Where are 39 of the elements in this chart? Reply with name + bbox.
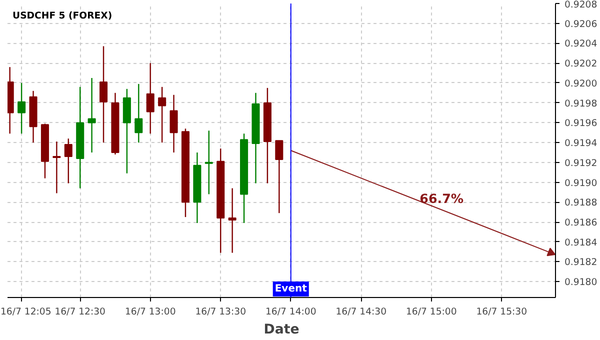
candlestick xyxy=(134,83,143,144)
text: USDCHF 5 (FOREX) xyxy=(12,10,112,22)
y-tick-label: 0.9200 xyxy=(564,78,598,90)
candlestick xyxy=(64,138,72,184)
y-tick-label: 0.9196 xyxy=(564,118,598,130)
candlestick xyxy=(228,188,236,254)
candlestick xyxy=(146,62,154,134)
candlestick xyxy=(52,140,61,194)
y-tick-label: 0.9206 xyxy=(564,18,598,30)
y-tick-label: 0.9192 xyxy=(564,158,598,169)
x-tick-label: 16/7 13:30 xyxy=(195,306,246,318)
x-tick-label: 16/7 13:00 xyxy=(124,306,176,318)
y-tick-label: 0.9182 xyxy=(564,257,598,268)
candlestick xyxy=(275,140,284,214)
y-tick-label: 0.9180 xyxy=(564,277,598,288)
candlestick xyxy=(170,94,178,154)
x-axis-title: Date xyxy=(264,322,300,338)
candlestick xyxy=(100,46,108,144)
x-tick-label: 16/7 12:30 xyxy=(54,306,106,318)
candlestick xyxy=(204,130,213,195)
candlestick xyxy=(18,82,26,134)
y-tick-label: 0.9190 xyxy=(564,178,598,189)
x-tick-label: 16/7 15:00 xyxy=(406,306,457,318)
annotation: 66.7% xyxy=(420,190,464,206)
y-tick-label: 0.9188 xyxy=(564,198,598,209)
y-tick-label: 0.9194 xyxy=(564,138,598,150)
y-tick-label: 0.9186 xyxy=(564,218,598,229)
y-tick-label: 0.9202 xyxy=(564,58,598,70)
x-tick-label: 16/7 14:00 xyxy=(265,306,316,318)
x-tick-label: 16/7 12:05 xyxy=(0,306,52,318)
y-tick-label: 0.9198 xyxy=(564,98,598,110)
ref-line-label: Event xyxy=(274,284,308,294)
y-tick-label: 0.9208 xyxy=(564,0,598,10)
y-tick-label: 0.9184 xyxy=(564,237,598,248)
y-tick-label: 0.9204 xyxy=(564,38,598,50)
x-tick-label: 16/7 15:30 xyxy=(476,306,528,318)
candlestick xyxy=(88,77,96,154)
candlestick xyxy=(158,86,166,144)
x-tick-label: 16/7 14:30 xyxy=(336,306,387,318)
